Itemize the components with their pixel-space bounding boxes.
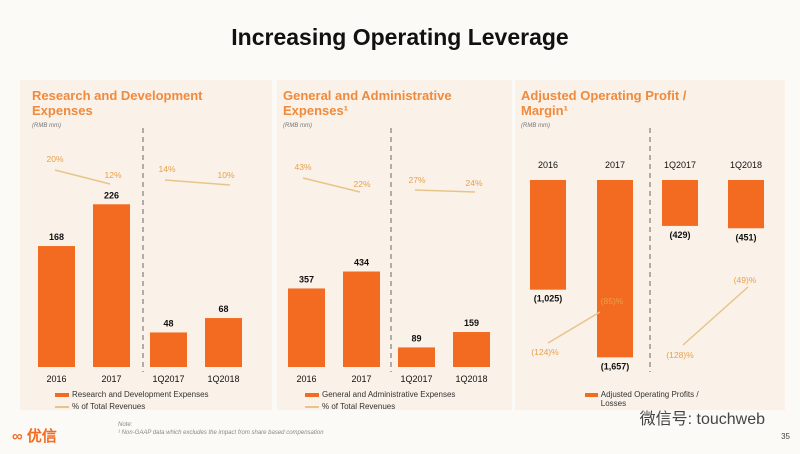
panel-title-op: Adjusted Operating Profit / Margin¹: [521, 88, 687, 118]
bar-value-label: 68: [218, 304, 228, 314]
percent-line: [682, 286, 749, 346]
unit-op: (RMB mm): [521, 123, 550, 129]
bar-value-label: (451): [735, 232, 756, 242]
bar-1Q2018: [453, 332, 490, 367]
x-tick-label: 1Q2018: [730, 160, 762, 170]
bar-2017: [343, 271, 380, 367]
bar-value-label: 434: [354, 258, 369, 268]
x-tick-label: 1Q2018: [207, 374, 239, 384]
percent-label: 22%: [353, 179, 370, 189]
company-logo: ∞ 优信: [12, 428, 57, 445]
note-text: ¹ Non-GAAP data which excludes the impac…: [118, 430, 324, 436]
x-tick-label: 2017: [351, 374, 371, 384]
percent-label: (128)%: [666, 350, 694, 360]
bar-2016: [38, 246, 75, 367]
percent-label: 43%: [294, 162, 311, 172]
bar-2016: [288, 288, 325, 367]
bar-1Q2018: [728, 180, 764, 229]
legend-swatch: [55, 392, 69, 397]
bar-value-label: (1,025): [534, 294, 563, 304]
bar-value-label: 357: [299, 274, 314, 284]
bar-value-label: (429): [669, 230, 690, 240]
x-tick-label: 2017: [101, 374, 121, 384]
legend-label: Research and Development Expenses: [72, 390, 209, 399]
percent-label: (85)%: [601, 296, 624, 306]
x-tick-label: 1Q2017: [152, 374, 184, 384]
bar-1Q2017: [662, 180, 698, 226]
legend-label: Adjusted Operating Profits / Losses: [600, 390, 699, 408]
bar-value-label: 159: [464, 318, 479, 328]
legend-label: General and Administrative Expenses: [322, 390, 456, 399]
bar-2017: [597, 180, 633, 358]
x-tick-label: 1Q2018: [455, 374, 487, 384]
bar-1Q2017: [398, 347, 435, 367]
bar-value-label: 89: [411, 333, 421, 343]
legend-ga-line: % of Total Revenues: [305, 402, 395, 411]
percent-label: 24%: [465, 178, 482, 188]
x-tick-label: 1Q2017: [664, 160, 696, 170]
bar-value-label: (1,657): [601, 361, 630, 371]
x-tick-label: 2016: [46, 374, 66, 384]
percent-line: [164, 179, 231, 186]
legend-label: % of Total Revenues: [72, 402, 146, 411]
watermark: 微信号: touchweb: [639, 411, 765, 428]
x-tick-label: 1Q2017: [400, 374, 432, 384]
percent-line: [302, 177, 361, 193]
percent-line: [54, 169, 111, 185]
bar-value-label: 48: [163, 318, 173, 328]
bar-value-label: 226: [104, 190, 119, 200]
bar-2016: [530, 180, 566, 290]
bar-1Q2018: [205, 318, 242, 367]
unit-rd: (RMB mm): [32, 123, 61, 129]
x-tick-label: 2016: [296, 374, 316, 384]
slide-title: Increasing Operating Leverage: [231, 24, 569, 50]
logo-text: 优信: [26, 428, 57, 445]
legend-label: % of Total Revenues: [322, 402, 396, 411]
percent-label: 20%: [46, 154, 63, 164]
panel-title-ga: General and Administrative Expenses¹: [283, 88, 452, 118]
legend-swatch: [55, 405, 69, 408]
percent-line: [547, 311, 601, 344]
legend-swatch: [585, 393, 598, 397]
percent-label: 27%: [408, 175, 425, 185]
bar-value-label: 168: [49, 232, 64, 242]
percent-label: 10%: [217, 170, 234, 180]
legend-swatch: [305, 405, 319, 408]
page-number: 35: [781, 432, 790, 441]
bar-1Q2017: [150, 332, 187, 367]
percent-label: 12%: [104, 170, 121, 180]
legend-swatch: [305, 392, 319, 397]
legend-ga-bar: General and Administrative Expenses: [305, 390, 455, 399]
x-tick-label: 2017: [605, 160, 625, 170]
legend-op-bar: Adjusted Operating Profits / Losses: [585, 390, 715, 408]
percent-label: (49)%: [734, 275, 757, 285]
x-tick-label: 2016: [538, 160, 558, 170]
bar-2017: [93, 204, 130, 367]
percent-label: 14%: [158, 164, 175, 174]
panel-title-rd: Research and Development Expenses: [32, 88, 203, 118]
legend-rd-line: % of Total Revenues: [55, 402, 145, 411]
note-label: Note:: [118, 422, 133, 428]
percent-label: (124)%: [531, 347, 559, 357]
percent-line: [414, 189, 476, 193]
legend-rd-bar: Research and Development Expenses: [55, 390, 209, 399]
unit-ga: (RMB mm): [283, 123, 312, 129]
